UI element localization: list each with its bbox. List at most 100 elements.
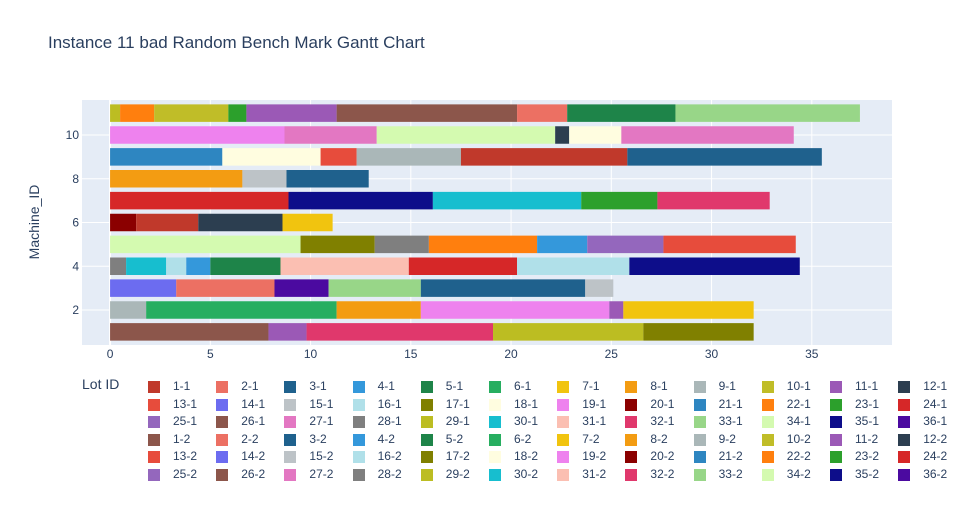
gantt-bar[interactable] <box>408 257 518 276</box>
legend-label: 32-2 <box>650 466 675 481</box>
legend-swatch <box>148 416 160 428</box>
gantt-bar[interactable] <box>376 126 556 144</box>
gantt-bar[interactable] <box>110 104 121 122</box>
gantt-chart: 0 5 10 15 20 25 30 35 2 4 6 8 10 Machine_ID <box>26 100 892 361</box>
gantt-bar[interactable] <box>110 148 223 166</box>
legend-label: 5-1 <box>445 379 464 393</box>
gantt-bar[interactable] <box>110 323 269 341</box>
gantt-bar[interactable] <box>420 279 586 297</box>
legend-swatch <box>830 451 842 463</box>
gantt-bar[interactable] <box>110 126 285 144</box>
gantt-bar[interactable] <box>176 279 275 297</box>
gantt-bar[interactable] <box>581 191 658 210</box>
gantt-bar[interactable] <box>629 257 800 276</box>
gantt-bar[interactable] <box>110 191 289 210</box>
y-tick-label: 10 <box>66 128 80 142</box>
gantt-bar[interactable] <box>146 301 337 319</box>
gantt-bar[interactable] <box>136 213 199 232</box>
gantt-bar[interactable] <box>306 323 494 341</box>
legend-label: 12-1 <box>923 379 948 393</box>
gantt-bar[interactable] <box>428 235 538 254</box>
gantt-bar[interactable] <box>432 191 582 210</box>
gantt-bar[interactable] <box>663 235 796 254</box>
gantt-bar[interactable] <box>110 235 301 254</box>
gantt-bar[interactable] <box>268 323 307 341</box>
legend-label: 31-2 <box>582 466 607 481</box>
gantt-bar[interactable] <box>336 301 421 319</box>
legend-label: 7-2 <box>582 431 600 446</box>
gantt-bar[interactable] <box>280 257 409 276</box>
gantt-bar[interactable] <box>567 104 676 122</box>
legend-label: 23-2 <box>855 449 880 463</box>
y-tick-label: 2 <box>72 303 79 317</box>
gantt-bar[interactable] <box>154 104 229 122</box>
gantt-bar[interactable] <box>328 279 421 297</box>
gantt-bar[interactable] <box>569 126 622 144</box>
gantt-bar[interactable] <box>336 104 518 122</box>
gantt-bar[interactable] <box>110 301 147 319</box>
gantt-bar[interactable] <box>246 104 337 122</box>
gantt-bar[interactable] <box>627 148 822 166</box>
gantt-bar[interactable] <box>420 301 610 319</box>
gantt-bar[interactable] <box>198 213 283 232</box>
gantt-bar[interactable] <box>300 235 375 254</box>
legend-swatch <box>693 416 706 428</box>
gantt-bar[interactable] <box>110 213 137 232</box>
gantt-bar[interactable] <box>320 148 357 166</box>
gantt-bar[interactable] <box>120 104 155 122</box>
gantt-bar[interactable] <box>460 148 628 166</box>
gantt-bar[interactable] <box>356 148 461 166</box>
gantt-bar[interactable] <box>643 323 754 341</box>
legend-label: 25-1 <box>173 414 198 428</box>
gantt-bar[interactable] <box>374 235 429 254</box>
legend-label: 27-1 <box>309 414 334 428</box>
legend-label: 9-1 <box>718 379 736 393</box>
legend-swatch <box>625 433 638 446</box>
legend-swatch <box>420 416 433 428</box>
gantt-bar[interactable] <box>228 104 247 122</box>
gantt-bar[interactable] <box>282 213 333 232</box>
gantt-bar[interactable] <box>286 170 369 188</box>
gantt-bar[interactable] <box>517 104 568 122</box>
legend-label: 18-1 <box>514 396 539 411</box>
legend-swatch <box>898 398 911 411</box>
legend-label: 20-1 <box>650 396 675 411</box>
gantt-bar[interactable] <box>110 257 127 276</box>
gantt-bar[interactable] <box>537 235 588 254</box>
legend-swatch <box>284 398 297 411</box>
gantt-bar[interactable] <box>210 257 281 276</box>
legend-label: 22-1 <box>786 396 811 411</box>
gantt-bar[interactable] <box>242 170 287 188</box>
gantt-bar[interactable] <box>621 126 794 144</box>
legend-label: 17-2 <box>445 449 470 463</box>
gantt-bar[interactable] <box>623 301 754 319</box>
legend-swatch <box>557 381 570 393</box>
x-tick-labels: 0 5 10 15 20 25 30 35 <box>107 347 819 361</box>
gantt-bar[interactable] <box>675 104 860 122</box>
gantt-bar[interactable] <box>274 279 329 297</box>
legend-swatch <box>898 416 911 428</box>
legend-swatch <box>625 416 638 428</box>
gantt-bar[interactable] <box>288 191 433 210</box>
legend-label: 1-1 <box>173 379 191 393</box>
gantt-bar[interactable] <box>493 323 644 341</box>
legend-swatch <box>216 416 229 428</box>
legend-swatch <box>761 381 774 393</box>
gantt-bar[interactable] <box>126 257 167 276</box>
gantt-bar[interactable] <box>657 191 770 210</box>
legend-swatch <box>625 451 638 463</box>
legend-label: 33-1 <box>718 414 743 428</box>
legend-swatch <box>420 451 433 463</box>
gantt-bar[interactable] <box>166 257 187 276</box>
x-tick-label: 0 <box>107 347 114 361</box>
gantt-bar[interactable] <box>609 301 624 319</box>
gantt-bar[interactable] <box>110 279 177 297</box>
gantt-bar[interactable] <box>186 257 211 276</box>
gantt-bar[interactable] <box>222 148 321 166</box>
gantt-bar[interactable] <box>587 235 664 254</box>
gantt-bar[interactable] <box>284 126 377 144</box>
gantt-bar[interactable] <box>517 257 630 276</box>
gantt-bar[interactable] <box>585 279 614 297</box>
gantt-bar[interactable] <box>110 170 243 188</box>
gantt-bar[interactable] <box>555 126 570 144</box>
